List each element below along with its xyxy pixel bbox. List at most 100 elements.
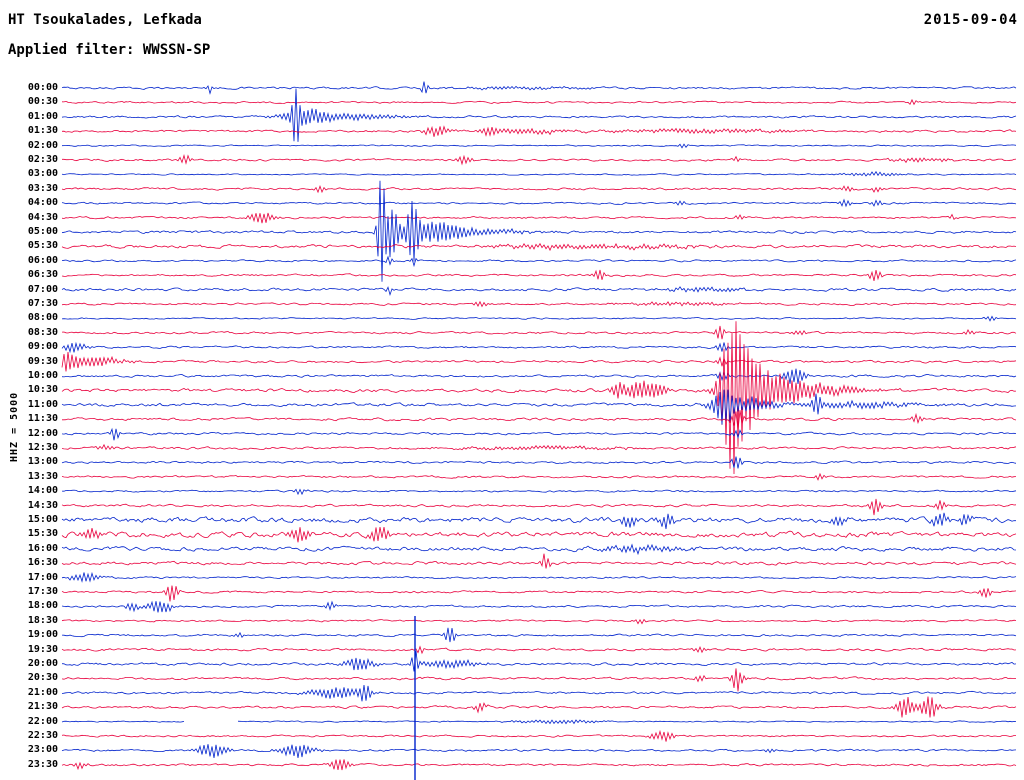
trace-row-23:30: [61, 759, 1017, 771]
row-time-label: 15:30: [27, 528, 58, 540]
date-label: 2015-09-04: [923, 12, 1018, 28]
row-time-label: 03:30: [27, 182, 58, 194]
row-time-label: 02:30: [27, 154, 58, 165]
row-time-label: 06:30: [27, 269, 58, 281]
trace-row-08:00: [61, 315, 1017, 322]
row-time-label: 22:00: [27, 715, 58, 727]
row-time-label: 23:00: [27, 744, 58, 756]
row-time-label: 18:00: [27, 600, 58, 612]
row-time-label: 12:00: [27, 427, 58, 439]
trace-row-07:30: [61, 300, 1017, 308]
trace-row-18:30: [61, 618, 1017, 625]
row-time-label: 15:00: [27, 514, 58, 525]
row-time-label: 04:00: [27, 197, 58, 209]
row-time-label: 19:30: [27, 643, 58, 655]
trace-row-16:30: [61, 553, 1017, 569]
row-time-label: 00:30: [27, 96, 58, 108]
row-time-label: 10:30: [27, 384, 58, 396]
trace-row-19:00: [61, 627, 1017, 643]
row-time-label: 02:00: [27, 139, 58, 151]
trace-row-02:00: [61, 143, 1017, 149]
row-time-label: 19:00: [27, 629, 58, 641]
trace-row-20:30: [61, 668, 1017, 692]
row-time-label: 18:30: [27, 614, 58, 626]
applied-filter-label: Applied filter: WWSSN-SP: [8, 42, 211, 58]
trace-row-10:30: [61, 321, 1017, 475]
row-time-label: 09:30: [27, 355, 58, 367]
row-time-label: 05:00: [27, 226, 58, 237]
row-time-label: 20:30: [27, 672, 58, 684]
row-time-label: 11:00: [27, 398, 58, 410]
trace-row-23:00: [61, 744, 1017, 758]
trace-row-12:00: [61, 427, 1017, 441]
trace-row-18:00: [61, 600, 1017, 613]
trace-row-15:30: [61, 527, 1017, 543]
trace-row-14:30: [61, 498, 1017, 516]
trace-row-22:30: [61, 729, 1016, 742]
row-time-label: 05:30: [27, 240, 58, 252]
row-time-label: 17:00: [27, 571, 58, 583]
row-time-label: 08:30: [27, 326, 58, 338]
row-time-label: 13:00: [27, 456, 58, 468]
row-time-label: 11:30: [27, 413, 58, 425]
row-time-label: 23:30: [27, 758, 58, 770]
row-time-label: 16:30: [27, 557, 58, 569]
trace-row-05:30: [61, 242, 1017, 252]
trace-row-06:30: [61, 269, 1017, 281]
trace-row-01:00: [61, 88, 1017, 142]
row-time-label: 01:00: [27, 110, 58, 122]
trace-row-20:00: [61, 650, 1017, 672]
trace-row-01:30: [61, 125, 1017, 137]
trace-row-09:00: [61, 341, 1017, 354]
row-time-label: 07:30: [27, 298, 58, 309]
trace-row-22:00: [61, 719, 1017, 725]
row-time-label: 13:30: [27, 470, 58, 482]
trace-row-19:30: [61, 645, 1017, 655]
row-time-label: 12:30: [27, 442, 58, 453]
row-time-label: 09:00: [27, 341, 58, 353]
trace-row-06:00: [61, 255, 1017, 268]
row-time-label: 04:30: [27, 211, 58, 223]
trace-row-00:00: [61, 81, 1017, 95]
trace-row-12:30: [61, 443, 1017, 451]
trace-row-03:00: [61, 170, 1017, 177]
trace-row-10:00: [61, 368, 1017, 384]
trace-row-17:00: [61, 571, 1017, 583]
row-time-label: 20:00: [27, 658, 58, 669]
row-time-label: 16:00: [27, 542, 58, 554]
row-time-label: 22:30: [27, 730, 58, 741]
trace-row-07:00: [61, 286, 1017, 297]
row-time-label: 08:00: [27, 312, 58, 324]
trace-row-11:00: [61, 389, 1017, 425]
trace-row-08:30: [61, 325, 1017, 340]
trace-row-17:30: [61, 585, 1017, 602]
trace-row-21:00: [61, 684, 1017, 702]
station-title: HT Tsoukalades, Lefkada: [8, 12, 202, 28]
trace-row-02:30: [62, 153, 1017, 166]
trace-row-15:00: [61, 512, 1017, 530]
trace-row-04:30: [61, 212, 1017, 224]
trace-row-14:00: [61, 488, 1017, 496]
trace-row-13:30: [61, 472, 1017, 481]
trace-row-05:00: [61, 180, 1017, 282]
row-time-label: 14:30: [27, 499, 58, 511]
trace-row-21:30: [61, 696, 1017, 718]
row-time-label: 03:00: [27, 168, 58, 180]
row-time-label: 06:00: [27, 254, 58, 266]
row-time-label: 10:00: [27, 370, 58, 381]
trace-row-11:30: [62, 410, 1017, 431]
trace-row-00:30: [61, 98, 1017, 106]
row-time-label: 01:30: [27, 125, 58, 137]
row-time-label: 21:30: [27, 701, 58, 713]
row-time-label: 07:00: [27, 283, 58, 295]
row-time-label: 14:00: [27, 485, 58, 497]
trace-row-13:00: [61, 456, 1017, 469]
trace-row-03:30: [61, 184, 1017, 194]
row-time-label: 17:30: [27, 586, 58, 597]
row-time-label: 00:00: [27, 82, 58, 93]
trace-row-09:30: [61, 351, 1017, 372]
trace-row-04:00: [61, 198, 1017, 208]
trace-row-16:00: [61, 543, 1017, 556]
row-time-label: 21:00: [27, 686, 58, 698]
